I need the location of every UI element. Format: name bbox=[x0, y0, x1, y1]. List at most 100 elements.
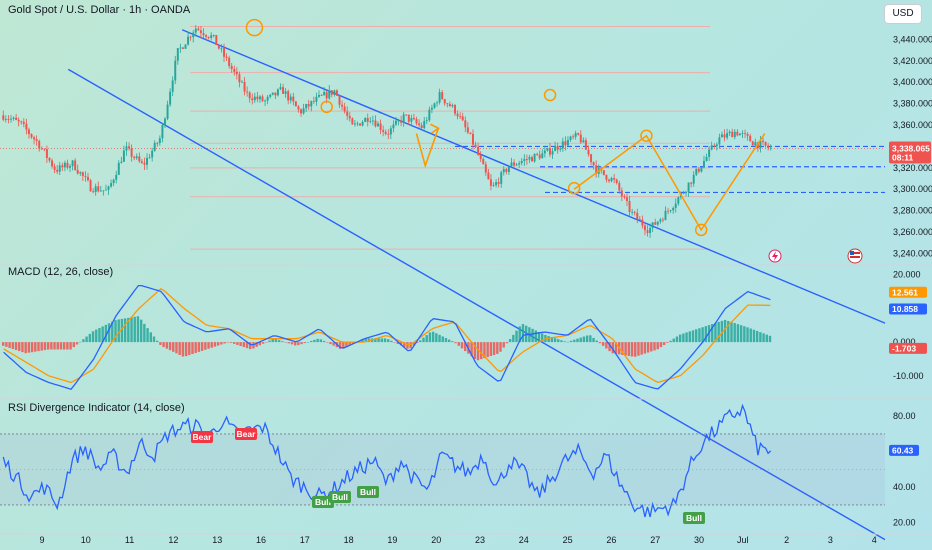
macd-histogram-bar bbox=[489, 342, 493, 357]
candle-body bbox=[590, 154, 593, 163]
macd-histogram-bar bbox=[329, 342, 332, 345]
candle-body bbox=[179, 47, 182, 49]
macd-histogram-bar bbox=[255, 342, 258, 347]
divergence-marker-bull bbox=[683, 512, 705, 524]
candle-body bbox=[661, 219, 664, 221]
time-axis-tick: 26 bbox=[606, 535, 616, 545]
macd-histogram-bar bbox=[342, 342, 345, 349]
macd-histogram-bar bbox=[454, 342, 457, 344]
candle-body bbox=[287, 91, 290, 101]
macd-histogram-bar bbox=[213, 342, 217, 347]
candle-body bbox=[456, 113, 459, 117]
macd-histogram-bar bbox=[585, 335, 589, 343]
macd-histogram-bar bbox=[156, 340, 159, 343]
macd-histogram-bar bbox=[293, 342, 297, 346]
macd-histogram-bar bbox=[383, 338, 387, 343]
macd-histogram-bar bbox=[714, 322, 717, 343]
macd-histogram-bar bbox=[95, 329, 98, 343]
candle-body bbox=[389, 128, 392, 135]
macd-histogram-bar bbox=[21, 342, 24, 353]
macd-histogram-bar bbox=[643, 342, 647, 354]
candle-body bbox=[300, 109, 302, 114]
macd-histogram-bar bbox=[66, 342, 69, 350]
macd-histogram-bar bbox=[245, 342, 249, 349]
macd-histogram-bar bbox=[72, 342, 75, 348]
time-axis-tick: 19 bbox=[387, 535, 397, 545]
macd-histogram-bar bbox=[630, 342, 634, 357]
macd-histogram-bar bbox=[127, 317, 130, 343]
macd-axis-tick: -10.000 bbox=[893, 371, 924, 381]
divergence-marker-label: Bull bbox=[360, 487, 376, 497]
candle-body bbox=[669, 210, 672, 212]
candle-body bbox=[744, 133, 747, 135]
macd-histogram-bar bbox=[441, 336, 444, 343]
flag-stripe bbox=[850, 252, 860, 254]
macd-histogram-bar bbox=[566, 341, 570, 343]
macd-histogram-bar bbox=[290, 342, 294, 345]
candle-body bbox=[53, 166, 56, 170]
candle-body bbox=[556, 145, 559, 150]
macd-histogram-bar bbox=[595, 340, 598, 343]
candle-body bbox=[628, 200, 631, 213]
macd-histogram-bar bbox=[194, 342, 197, 353]
macd-histogram-bar bbox=[220, 342, 223, 345]
price-pane[interactable]: 3,440.000 3,420.000 3,400.000 3,380.000 3,36… bbox=[0, 18, 932, 541]
time-axis-tick: 3 bbox=[828, 535, 833, 545]
currency-button[interactable]: USD bbox=[884, 4, 922, 24]
macd-histogram-bar bbox=[268, 340, 271, 343]
candle-body bbox=[27, 129, 30, 135]
candle-body bbox=[405, 114, 408, 116]
candle-body bbox=[618, 183, 621, 191]
macd-histogram-bar bbox=[162, 342, 165, 348]
candle-body bbox=[726, 133, 729, 138]
candle-body bbox=[395, 120, 397, 125]
divergence-marker-bull bbox=[329, 491, 351, 503]
macd-histogram-bar bbox=[236, 342, 239, 345]
candle-body bbox=[189, 36, 192, 38]
macd-histogram-bar bbox=[695, 329, 698, 343]
macd-histogram-bar bbox=[114, 320, 117, 343]
rsi-axis-tick: 20.00 bbox=[893, 518, 916, 528]
candle-body bbox=[561, 141, 564, 149]
candle-body bbox=[392, 124, 395, 129]
candle-body bbox=[520, 160, 523, 164]
candle-body bbox=[718, 137, 721, 145]
candle-body bbox=[572, 136, 575, 138]
candle-body bbox=[477, 146, 480, 155]
candle-body bbox=[708, 149, 711, 157]
macd-histogram-bar bbox=[11, 342, 15, 349]
time-axis-tick: 10 bbox=[81, 535, 91, 545]
price-axis-tick: 3,380.000 bbox=[893, 99, 932, 109]
macd-histogram-bar bbox=[111, 321, 114, 343]
macd-histogram-bar bbox=[287, 342, 290, 344]
macd-histogram-bar bbox=[447, 339, 451, 343]
candle-body bbox=[541, 153, 544, 159]
candle-body bbox=[538, 154, 541, 159]
macd-histogram-bar bbox=[390, 340, 393, 343]
candle-body bbox=[615, 179, 618, 184]
macd-value-label: 10.858 bbox=[892, 304, 918, 314]
candle-body bbox=[261, 96, 264, 102]
macd-histogram-bar bbox=[541, 333, 544, 343]
candle-body bbox=[697, 168, 700, 172]
macd-histogram-bar bbox=[242, 342, 246, 348]
candle-body bbox=[253, 96, 256, 101]
macd-histogram-bar bbox=[233, 342, 236, 344]
candle-body bbox=[138, 156, 141, 162]
macd-histogram-bar bbox=[646, 342, 650, 353]
candle-body bbox=[117, 162, 120, 175]
macd-histogram-bar bbox=[470, 342, 473, 357]
candle-body bbox=[7, 119, 10, 120]
candle-body bbox=[353, 123, 356, 125]
macd-histogram-bar bbox=[669, 340, 672, 343]
macd-pane[interactable]: 20.000 0.000 -10.000 12.561 10.858 -1.703 bbox=[0, 270, 932, 400]
candle-body bbox=[197, 28, 200, 31]
rsi-axis-tick: 40.00 bbox=[893, 482, 916, 492]
rsi-pane[interactable]: 80.0060.0040.0020.0060.43BearBearBullBul… bbox=[0, 403, 932, 535]
macd-histogram-bar bbox=[403, 342, 406, 348]
macd-histogram-bar bbox=[300, 342, 303, 345]
candle-body bbox=[566, 140, 569, 146]
projection-arrow bbox=[430, 123, 440, 134]
candle-body bbox=[289, 96, 292, 101]
